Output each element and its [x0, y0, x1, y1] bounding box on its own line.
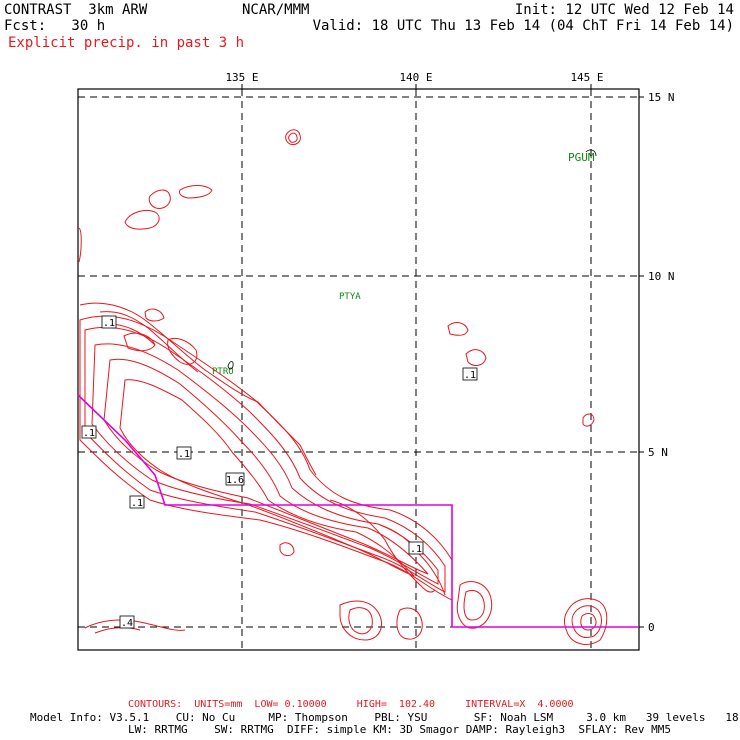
lat-label-10n: 10 N: [648, 270, 675, 283]
contour-label: .1: [462, 367, 478, 381]
lat-label-0: 0: [648, 621, 655, 634]
island-outline: [227, 361, 234, 370]
station-label-ptya: PTYA: [339, 292, 361, 302]
svg-text:.1: .1: [178, 449, 190, 460]
station-label-pgum: PGUM: [568, 151, 595, 164]
svg-text:.1: .1: [464, 370, 476, 381]
field-title: Explicit precip. in past 3 h: [8, 35, 245, 51]
lat-label-5n: 5 N: [648, 446, 668, 459]
lon-label-140e: 140 E: [399, 71, 432, 84]
valid-time: Valid: 18 UTC Thu 13 Feb 14 (04 ChT Fri …: [312, 18, 734, 34]
organization: NCAR/MMM: [242, 2, 310, 18]
contour-label: .4: [119, 615, 135, 629]
contour-label: .1: [81, 425, 97, 439]
contours-info: CONTOURS: UNITS=mm LOW= 0.10000 HIGH= 10…: [128, 699, 574, 710]
lat-label-15n: 15 N: [648, 91, 675, 104]
model-info-line-1: Model Info: V3.5.1 CU: No Cu MP: Thompso…: [30, 711, 740, 724]
init-time: Init: 12 UTC Wed 12 Feb 14: [514, 2, 734, 18]
contour-label-group: .1 .1 .1 .1 1.6 .1 .1 .4: [81, 315, 478, 629]
svg-text:.1: .1: [103, 318, 115, 329]
precip-contours: [78, 129, 608, 645]
lat-lon-grid: [78, 89, 639, 650]
map-frame: [77, 88, 640, 651]
nest-domain-boundary: [77, 394, 639, 628]
svg-text:.1: .1: [83, 428, 95, 439]
contour-label: .1: [408, 541, 424, 555]
model-name: CONTRAST 3km ARW: [4, 2, 148, 18]
svg-text:.4: .4: [121, 618, 133, 629]
station-label-ptro: PTRO: [212, 367, 234, 377]
forecast-hour: Fcst: 30 h: [4, 18, 106, 34]
contour-label: .1: [129, 495, 145, 509]
contour-label: 1.6: [225, 472, 245, 486]
contour-label: .1: [101, 315, 117, 329]
axis-ticks: [241, 84, 644, 628]
lon-label-145e: 145 E: [570, 71, 603, 84]
svg-text:1.6: 1.6: [226, 475, 244, 486]
model-info-line-2: LW: RRTMG SW: RRTMG DIFF: simple KM: 3D …: [128, 723, 672, 736]
island-outline: [585, 149, 597, 157]
contour-label: .1: [176, 446, 192, 460]
lon-label-135e: 135 E: [225, 71, 258, 84]
svg-text:.1: .1: [131, 498, 143, 509]
svg-text:.1: .1: [410, 544, 422, 555]
